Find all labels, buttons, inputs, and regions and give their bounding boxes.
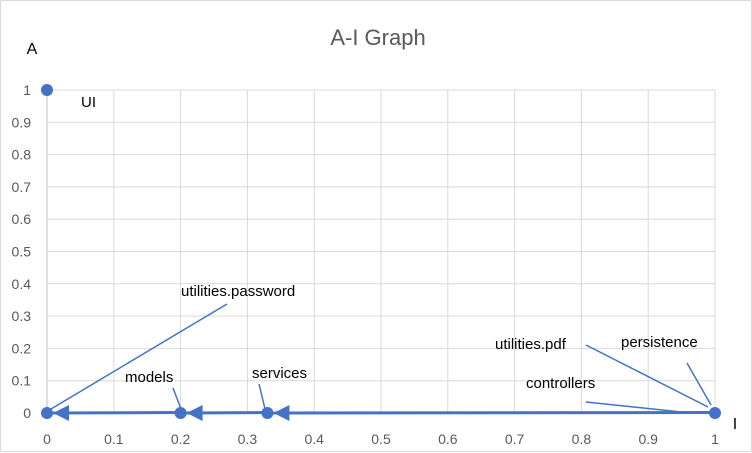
y-tick-label: 0.1 [12,373,32,389]
x-tick-label: 0.2 [171,431,191,447]
data-label: models [125,369,173,386]
data-point [261,407,274,419]
data-label: utilities.password [181,283,295,300]
label-leader-line [585,344,709,408]
y-tick-label: 0.5 [12,244,32,260]
y-tick-label: 0.6 [12,211,32,227]
x-tick-label: 0.3 [238,431,258,447]
y-tick-label: 0.7 [12,179,32,195]
y-tick-label: 0.4 [12,276,32,292]
leader-layer [50,303,712,414]
series-layer [48,405,716,421]
label-leader-line [172,387,182,410]
y-tick-label: 0.2 [12,340,32,356]
y-tick-label: 0.9 [12,114,32,130]
series-line-segment [269,411,716,415]
data-point [41,84,53,96]
data-label: UI [81,94,96,111]
label-leader-line [585,401,692,414]
series-arrowhead [273,405,290,421]
series-line-segment [48,411,181,415]
data-point [174,407,187,419]
y-tick-label: 1 [23,82,31,98]
data-point [41,407,53,419]
label-leader-line [686,362,712,406]
x-tick-label: 0.6 [438,431,458,447]
data-label: persistence [621,334,698,351]
label-leader-line [50,303,228,410]
x-tick-label: 0.9 [638,431,658,447]
point-layer [41,84,721,419]
x-tick-label: 0.5 [371,431,391,447]
chart-title: A-I Graph [330,25,425,50]
x-tick-label: 0.8 [572,431,592,447]
label-leader-line [258,383,266,410]
data-label: utilities.pdf [495,336,567,353]
y-tick-label: 0.8 [12,147,32,163]
series-arrowhead [53,405,69,421]
tick-layer: 0 0.1 0.2 0.3 0.4 0.5 0.6 0.7 0.8 0.9 1 0 0.1 0.2 0.3 0… [12,82,720,447]
x-tick-label: 0.1 [104,431,124,447]
y-axis-label: A [27,41,38,58]
x-tick-label: 0.4 [304,431,324,447]
data-label: controllers [526,375,595,392]
grid-layer [46,89,716,414]
x-tick-label: 0.7 [505,431,525,447]
x-axis-label: I [733,416,737,433]
x-tick-label: 1 [711,431,719,447]
x-tick-label: 0 [43,431,51,447]
series-arrowhead [186,405,203,421]
label-layer: UI utilities.password models services utilit… [81,94,698,392]
data-label: services [252,365,307,382]
y-tick-label: 0 [23,405,31,421]
y-tick-label: 0.3 [12,308,32,324]
data-point [709,407,721,419]
